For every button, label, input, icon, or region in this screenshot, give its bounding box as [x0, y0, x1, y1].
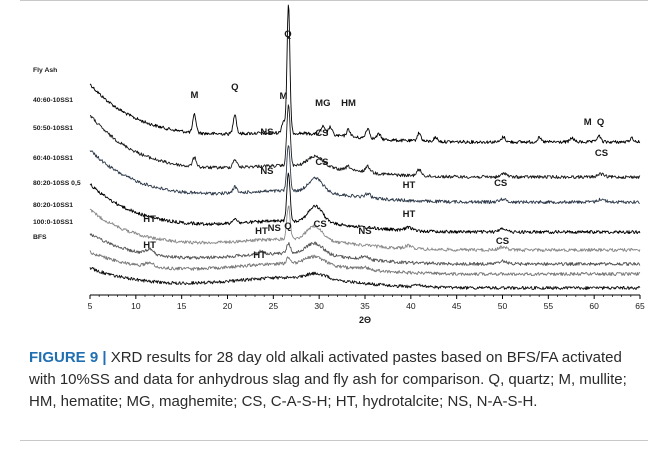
series-label: 60:40-10SS1	[33, 155, 73, 162]
peak-label: HM	[341, 98, 356, 109]
x-axis: 5 10 15 20 25 30 35 40 45 50 55 60 65 2Θ	[88, 294, 645, 325]
series-label: 80:20-10SS 0,5	[33, 180, 81, 187]
peak-label: CS	[496, 236, 509, 247]
x-tick-label: 60	[589, 301, 599, 311]
peak-label: M	[191, 90, 199, 101]
trace-4	[89, 205, 641, 253]
trace-7	[89, 266, 641, 291]
figure-caption: FIGURE 9 | XRD results for 28 day old al…	[29, 347, 644, 412]
peak-label: CS	[494, 178, 507, 189]
peak-label: HT	[143, 240, 156, 251]
peak-label: CS	[315, 128, 328, 139]
series-label: 80:20-10SS1	[33, 202, 73, 209]
x-tick-label: 15	[177, 301, 187, 311]
peak-label: CS	[313, 219, 326, 230]
peak-label: HT	[403, 180, 416, 191]
peak-label: M	[279, 91, 287, 102]
peak-label: NS	[260, 166, 273, 177]
peak-label: HT	[255, 226, 268, 237]
peak-label: MG	[315, 98, 330, 109]
series-label: 40:60-10SS1	[33, 97, 73, 104]
x-tick-label: 25	[269, 301, 279, 311]
series-label: 50:50-10SS1	[33, 125, 73, 132]
peak-label: NS	[358, 226, 371, 237]
series-label-layer: Fly Ash 40:60-10SS1 50:50-10SS1 60:40-10SS1…	[33, 67, 81, 241]
x-tick-label: 45	[452, 301, 462, 311]
figure-number: FIGURE 9 |	[29, 349, 107, 366]
trace-2	[89, 145, 641, 205]
trace-3	[89, 172, 641, 235]
x-tick-label: 10	[131, 301, 141, 311]
peak-label: NS	[268, 223, 281, 234]
peak-label: Q	[284, 221, 291, 232]
x-tick-label: 20	[223, 301, 233, 311]
series-label: BFS	[33, 234, 47, 241]
bottom-rule	[20, 440, 648, 441]
peak-label: NS	[260, 127, 273, 138]
top-rule	[20, 0, 648, 1]
trace-6	[89, 250, 641, 277]
peak-label: M	[584, 117, 592, 128]
peak-label: HT	[253, 250, 266, 261]
peak-label: CS	[595, 148, 608, 159]
x-tick-label: 40	[406, 301, 416, 311]
series-label: 100:0-10SS1	[33, 219, 73, 226]
x-axis-label: 2Θ	[359, 315, 371, 325]
x-tick-label: 50	[498, 301, 508, 311]
trace-0	[89, 4, 641, 144]
x-tick-label: 65	[635, 301, 645, 311]
peak-label: Q	[597, 117, 604, 128]
peak-label: Q	[284, 29, 291, 40]
x-tick-label: 5	[88, 301, 93, 311]
trace-1	[89, 104, 641, 180]
xrd-chart: Fly Ash 40:60-10SS1 50:50-10SS1 60:40-10SS1…	[33, 4, 645, 325]
caption-text: XRD results for 28 day old alkali activa…	[29, 349, 627, 410]
series-label: Fly Ash	[33, 67, 57, 74]
peak-label: HT	[143, 214, 156, 225]
x-tick-label: 55	[544, 301, 554, 311]
x-tick-label: 30	[314, 301, 324, 311]
trace-5	[89, 233, 641, 267]
peak-label: HT	[403, 209, 416, 220]
peak-label: Q	[231, 82, 238, 93]
trace-layer	[89, 4, 641, 291]
peak-label: CS	[315, 157, 328, 168]
x-tick-label: 35	[360, 301, 370, 311]
